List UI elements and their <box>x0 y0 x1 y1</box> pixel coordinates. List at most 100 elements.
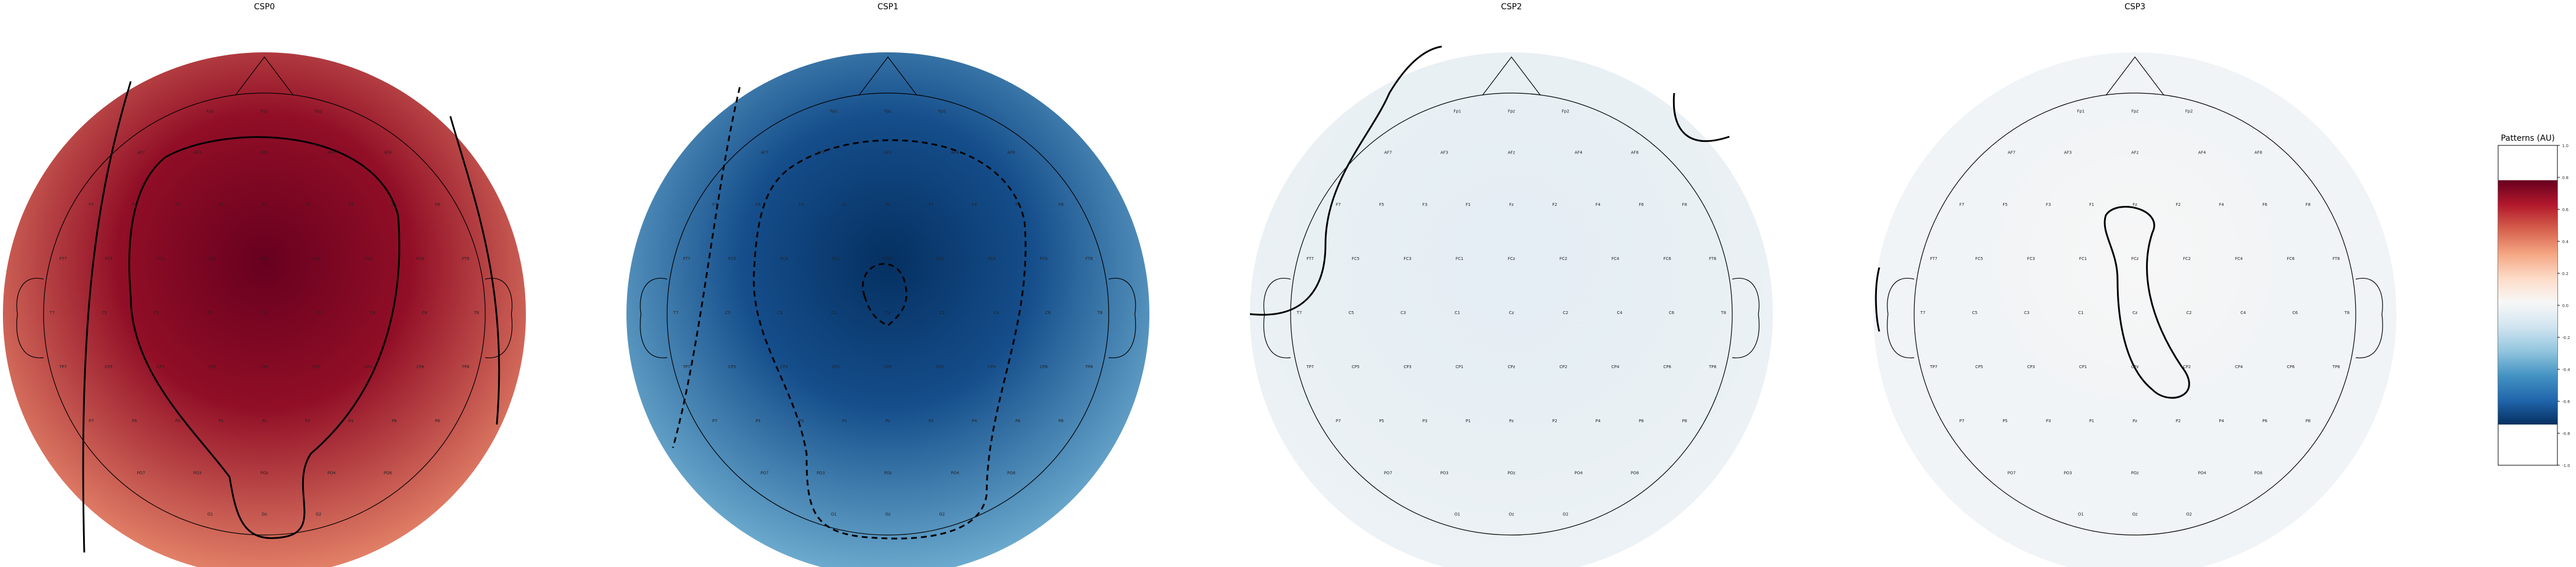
contour-line <box>2104 206 2190 399</box>
electrode-label: P1 <box>1466 419 1471 423</box>
electrode-label: AF4 <box>951 150 959 155</box>
contour-line <box>862 263 908 327</box>
electrode-label: FC1 <box>1456 256 1463 261</box>
electrode-label: Cz <box>2133 311 2138 315</box>
electrode-label: P3 <box>1423 419 1428 423</box>
right-ear-outline <box>2355 277 2383 358</box>
electrode-label: CPz <box>2131 365 2139 369</box>
electrode-label: AF8 <box>384 150 392 155</box>
electrode-label: CP3 <box>156 365 164 369</box>
topomap-field <box>3 52 526 567</box>
electrode-label: FCz <box>2131 256 2139 261</box>
electrode-label: PO3 <box>816 471 825 476</box>
electrode-label: FT8 <box>1085 256 1093 261</box>
colorbar-tick-label: -0.4 <box>2562 368 2570 372</box>
electrode-label: Cz <box>262 311 267 315</box>
electrode-label: F2 <box>305 202 310 207</box>
electrode-label: CPz <box>1508 365 1515 369</box>
electrode-label: AF8 <box>1631 150 1639 155</box>
electrode-label: CP2 <box>313 365 321 369</box>
colorbar: Patterns (AU) 1.0 0.8 0.6 0.4 0.2 0.0 -0.2 -0.4… <box>2498 134 2570 468</box>
electrode-label: AF7 <box>2008 150 2015 155</box>
electrode-label: Pz <box>886 419 890 423</box>
electrode-label: TP7 <box>682 365 690 369</box>
contour-line <box>1672 92 1730 142</box>
electrode-label: P4 <box>1596 419 1601 423</box>
electrode-label: F1 <box>842 202 847 207</box>
electrode-label: F6 <box>2262 202 2267 207</box>
electrode-label: AFz <box>1508 150 1515 155</box>
electrode-label: F7 <box>1336 202 1341 207</box>
electrode-label: Fz <box>262 202 267 207</box>
electrode-label: AF8 <box>2255 150 2262 155</box>
colorbar-gradient <box>2498 180 2557 425</box>
colorbar-label: Patterns (AU) <box>2501 134 2555 143</box>
electrode-label: P3 <box>175 419 181 423</box>
nose-outline <box>2105 56 2165 96</box>
electrode-label: CP1 <box>832 365 840 369</box>
electrode-label: F4 <box>1596 202 1601 207</box>
electrode-label: C1 <box>207 311 213 315</box>
electrode-label: Fp1 <box>830 109 837 114</box>
electrode-label: F1 <box>218 202 223 207</box>
electrode-label: F5 <box>755 202 760 207</box>
electrode-label: CP3 <box>780 365 788 369</box>
electrode-label: O2 <box>1563 512 1568 516</box>
topomap-field <box>1250 52 1773 567</box>
head-outline <box>667 92 1109 536</box>
electrode-label: FC2 <box>2183 256 2191 261</box>
electrode-label: F2 <box>929 202 933 207</box>
electrode-label: FC4 <box>1611 256 1620 261</box>
electrode-label: C6 <box>1669 311 1675 315</box>
electrode-label: C1 <box>2078 311 2083 315</box>
colorbar-tick-label: 0.6 <box>2562 208 2569 212</box>
electrode-label: F6 <box>392 202 397 207</box>
nose-outline <box>235 56 294 96</box>
topomap-csp2: Fp1 Fpz Fp2 AF7 AF3 AFz AF4 AF8 F7 F5 F3 F1 Fz F2 F4 F6… <box>1249 2 1773 567</box>
electrode-label: FC6 <box>2287 256 2295 261</box>
electrode-label: Pz <box>2133 419 2137 423</box>
topomap-csp3: Fp1 Fpz Fp2 AF7 AF3 AFz AF4 AF8 F7 F5 F3 F1 Fz F2 F4 F6… <box>1873 2 2396 567</box>
electrode-label: F4 <box>349 202 354 207</box>
electrode-label: F3 <box>2046 202 2051 207</box>
electrode-label: T8 <box>474 311 479 315</box>
electrode-label: F2 <box>2176 202 2180 207</box>
electrode-label: C2 <box>2186 311 2191 315</box>
electrode-label: FC5 <box>1975 256 1983 261</box>
electrode-label: Fz <box>886 202 890 207</box>
electrode-label: FT7 <box>1306 256 1314 261</box>
electrode-label: F7 <box>712 202 717 207</box>
electrode-label: FC3 <box>157 256 164 261</box>
panel-title: CSP3 <box>2124 2 2145 12</box>
electrode-label: C3 <box>777 311 782 315</box>
right-ear-outline <box>485 277 513 358</box>
colorbar-tick-label: -0.2 <box>2562 336 2570 340</box>
electrode-label: CP5 <box>1352 365 1360 369</box>
electrode-label: CP2 <box>936 365 944 369</box>
electrode-label: FC2 <box>1560 256 1567 261</box>
electrode-label: TP8 <box>1085 365 1093 369</box>
electrode-label: TP8 <box>2332 365 2340 369</box>
electrode-label: P8 <box>2306 419 2311 423</box>
electrode-label: F1 <box>2089 202 2094 207</box>
electrode-label: C5 <box>1349 311 1354 315</box>
electrode-label: C3 <box>2024 311 2029 315</box>
electrode-label: FC1 <box>2079 256 2087 261</box>
electrode-label: CPz <box>261 365 268 369</box>
electrode-label: P6 <box>2262 419 2267 423</box>
electrode-label: FC5 <box>1352 256 1359 261</box>
electrode-label: AF8 <box>1008 150 1015 155</box>
electrode-label: F3 <box>1423 202 1427 207</box>
electrode-label: PO3 <box>193 471 201 476</box>
electrode-label: C5 <box>725 311 730 315</box>
electrode-label: POz <box>260 471 268 476</box>
electrode-label: TP7 <box>1929 365 1937 369</box>
electrode-label: PO8 <box>1631 471 1639 476</box>
electrode-label: Fpz <box>261 109 268 114</box>
electrode-label: F6 <box>1639 202 1644 207</box>
electrode-label: FC6 <box>416 256 424 261</box>
electrode-label: P3 <box>799 419 804 423</box>
electrode-label: FT7 <box>59 256 67 261</box>
nose-outline <box>858 56 918 96</box>
electrode-label: CP3 <box>2027 365 2035 369</box>
